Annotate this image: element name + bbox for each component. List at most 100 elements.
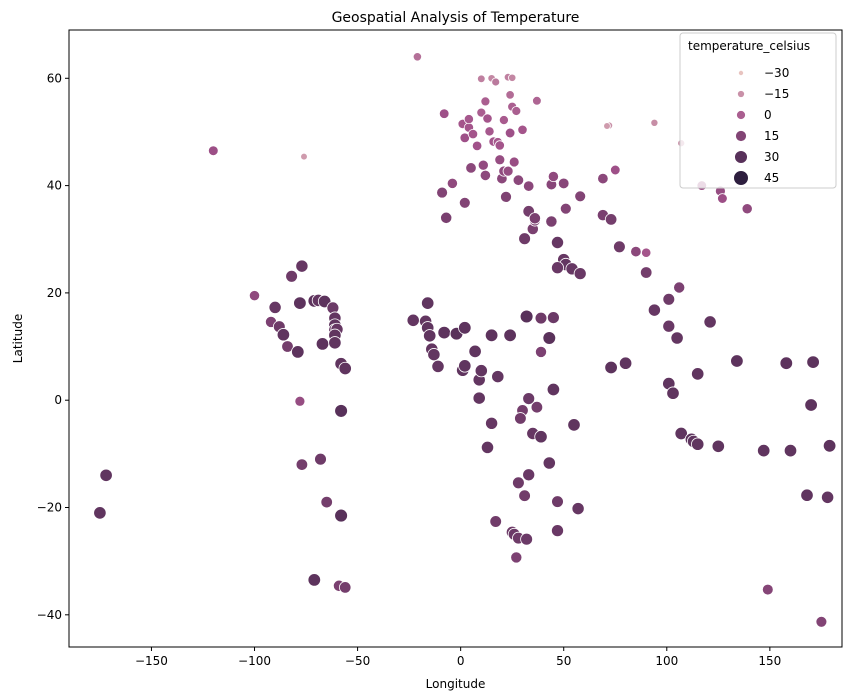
legend-marker — [735, 130, 747, 142]
legend: temperature_celsius −30 −15 0 15 30 45 — [679, 32, 837, 189]
legend-box — [679, 32, 837, 189]
legend-entries: −30 −15 0 15 30 45 — [733, 66, 789, 186]
scatter-point — [673, 281, 686, 294]
scatter-point — [498, 115, 509, 126]
scatter-point — [406, 313, 420, 327]
scatter-point — [604, 360, 618, 375]
scatter-point — [314, 452, 327, 466]
scatter-point — [268, 300, 282, 314]
scatter-point — [551, 495, 564, 508]
scatter-point — [523, 180, 535, 192]
scatter-point — [528, 212, 541, 225]
scatter-point — [494, 154, 506, 166]
scatter-point — [276, 328, 291, 342]
scatter-point — [551, 524, 564, 538]
scatter-point — [334, 508, 348, 523]
legend-marker — [734, 150, 748, 164]
scatter-point — [503, 328, 517, 343]
scatter-point — [334, 404, 348, 418]
scatter-point — [559, 202, 572, 215]
x-tick-label: −100 — [238, 654, 271, 668]
scatter-point — [666, 386, 680, 400]
scatter-point — [551, 261, 564, 275]
scatter-point — [438, 108, 450, 119]
x-tick-label: −150 — [135, 654, 168, 668]
scatter-point — [761, 583, 774, 596]
scatter-point — [458, 196, 471, 209]
scatter-point — [477, 74, 486, 84]
scatter-point — [293, 296, 307, 310]
scatter-point — [510, 551, 523, 564]
scatter-point — [484, 126, 495, 137]
scatter-point — [804, 398, 818, 412]
scatter-point — [295, 458, 309, 471]
scatter-point — [514, 412, 527, 425]
scatter-point — [467, 128, 479, 140]
scatter-point — [291, 345, 305, 359]
scatter-point — [315, 337, 330, 351]
scatter-point — [480, 440, 495, 454]
y-tick-label: −40 — [37, 608, 62, 622]
scatter-point — [421, 296, 435, 310]
scatter-point — [650, 118, 659, 127]
scatter-point — [440, 211, 453, 224]
scatter-point — [295, 259, 309, 273]
scatter-point — [427, 348, 441, 362]
scatter-point — [520, 532, 533, 546]
scatter-point — [431, 359, 445, 373]
scatter-point — [532, 96, 542, 106]
scatter-point — [458, 359, 472, 373]
scatter-point — [93, 506, 107, 520]
scatter-point — [542, 456, 556, 470]
scatter-point — [534, 345, 548, 358]
scatter-point — [512, 476, 525, 490]
legend-label: −30 — [764, 66, 789, 80]
scatter-point — [285, 269, 298, 283]
x-axis-label: Longitude — [426, 677, 486, 691]
scatter-point — [567, 418, 581, 432]
scatter-point — [294, 395, 306, 407]
scatter-point — [546, 382, 561, 397]
scatter-point — [547, 170, 559, 183]
scatter-point — [547, 311, 560, 324]
scatter-point — [691, 367, 705, 381]
scatter-point — [641, 247, 652, 258]
scatter-point — [512, 174, 525, 186]
legend-label: 45 — [764, 171, 779, 185]
scatter-point — [597, 172, 609, 185]
scatter-point — [647, 303, 661, 317]
y-tick-label: 60 — [47, 71, 62, 85]
scatter-point — [248, 290, 261, 302]
scatter-point — [446, 177, 458, 189]
scatter-point — [480, 96, 491, 107]
x-tick-label: 50 — [556, 654, 571, 668]
x-tick-label: 150 — [758, 654, 781, 668]
legend-title: temperature_celsius — [688, 39, 810, 53]
y-axis-label: Latitude — [11, 314, 25, 363]
y-tick-label: 40 — [47, 179, 62, 193]
scatter-point — [783, 443, 798, 458]
scatter-point — [472, 391, 486, 405]
scatter-point — [208, 145, 219, 157]
legend-label: −15 — [764, 87, 789, 101]
scatter-point — [471, 140, 483, 152]
scatter-point — [815, 615, 828, 628]
legend-label: 0 — [764, 108, 772, 122]
scatter-point — [757, 443, 771, 458]
scatter-point — [674, 426, 688, 441]
scatter-point — [474, 364, 488, 378]
scatter-point — [573, 267, 587, 281]
legend-label: 30 — [764, 150, 779, 164]
scatter-point — [806, 355, 820, 369]
scatter-point — [300, 152, 308, 161]
y-axis: −40 −20 0 20 40 60 — [37, 71, 69, 622]
scatter-point — [557, 177, 570, 190]
scatter-point — [534, 311, 548, 325]
scatter-point — [500, 190, 512, 203]
scatter-point — [550, 235, 565, 250]
scatter-point — [779, 356, 794, 370]
scatter-point — [517, 124, 528, 135]
scatter-point — [542, 331, 557, 345]
scatter-point — [339, 581, 352, 594]
